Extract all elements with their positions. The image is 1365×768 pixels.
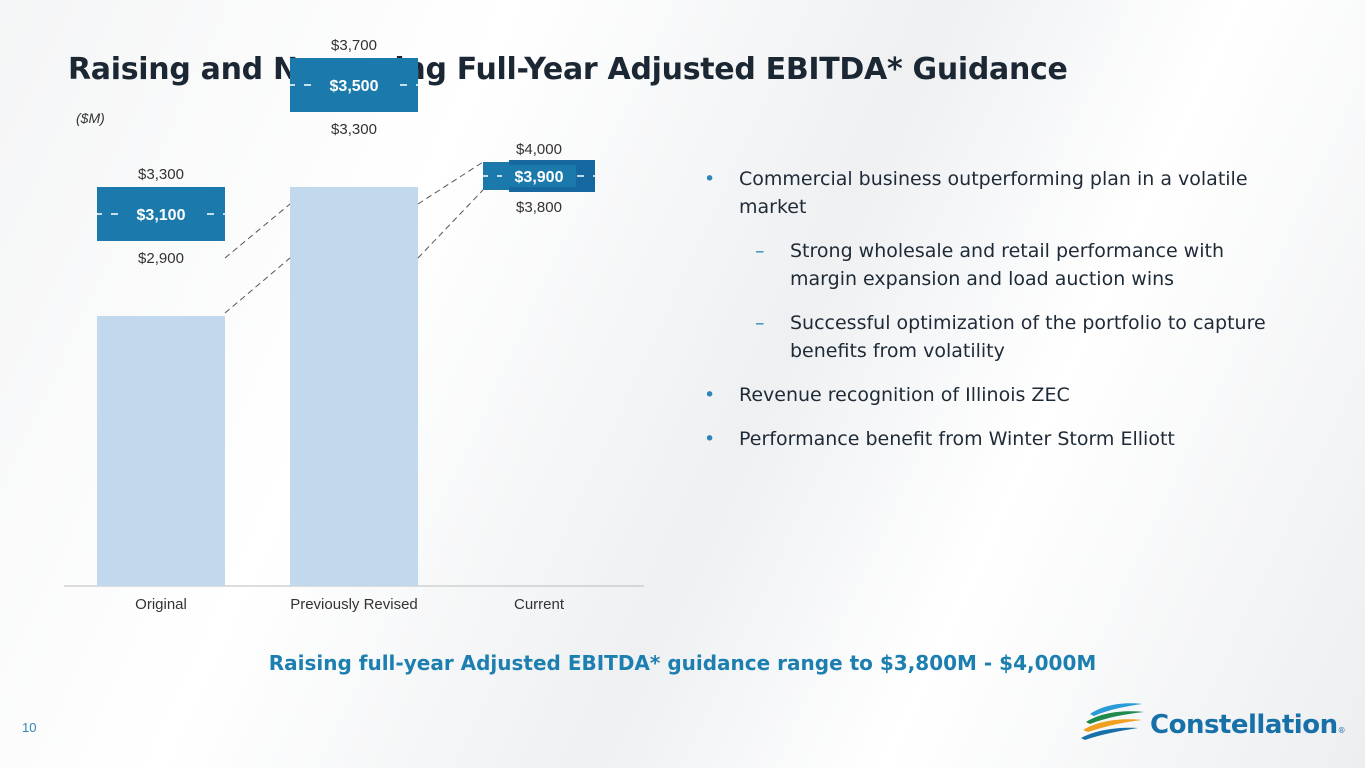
logo-wordmark: Constellation® (1150, 710, 1346, 740)
midpoint-label: $3,900 (515, 169, 564, 186)
unit-label: ($M) (76, 110, 105, 126)
bullet-item: – Strong wholesale and retail performance… (755, 237, 1284, 293)
bullet-text: Strong wholesale and retail performance … (790, 240, 1224, 290)
category-label: Current (514, 596, 565, 613)
bullet-item: – Successful optimization of the portfoli… (755, 309, 1284, 365)
connector-line (224, 257, 291, 314)
guidance-chart: $3,100 $3,300 $2,900 Original $3,500 $3,700 $3… (64, 37, 644, 613)
constellation-logo-icon (1081, 703, 1144, 740)
logo-name: Constellation (1150, 710, 1338, 740)
bullet-marker: • (704, 384, 716, 406)
high-label: $4,000 (516, 141, 562, 158)
midpoint-label: $3,500 (330, 78, 379, 95)
low-label: $2,900 (138, 250, 184, 267)
bar-base (290, 187, 418, 586)
midpoint-label-bg (317, 74, 391, 96)
category-label: Previously Revised (290, 596, 418, 613)
bullet-marker: – (755, 312, 765, 334)
bullet-text: Revenue recognition of Illinois ZEC (739, 384, 1070, 406)
bullet-text: Successful optimization of the portfolio… (790, 312, 1266, 362)
bullet-item: • Commercial business outperforming plan … (704, 165, 1284, 221)
high-label: $3,700 (331, 37, 377, 54)
bullet-text: Performance benefit from Winter Storm El… (739, 428, 1175, 450)
bullet-marker: • (704, 428, 716, 450)
high-label: $3,300 (138, 166, 184, 183)
connector-line (224, 203, 291, 259)
low-label: $3,300 (331, 121, 377, 138)
low-label: $3,800 (516, 199, 562, 216)
bullet-list: • Commercial business outperforming plan … (704, 165, 1284, 469)
bullet-marker: • (704, 168, 716, 190)
connector-line (417, 161, 484, 205)
midpoint-label: $3,100 (137, 207, 186, 224)
connector-line (417, 189, 484, 259)
guidance-callout: Raising full-year Adjusted EBITDA* guida… (268, 651, 1097, 675)
midpoint-label-bg (124, 203, 198, 225)
bullet-marker: – (755, 240, 765, 262)
category-label: Original (135, 596, 187, 613)
bar-base (97, 316, 225, 586)
midpoint-label-bg (502, 165, 576, 187)
page-number: 10 (22, 720, 37, 735)
bullet-item: • Performance benefit from Winter Storm E… (704, 425, 1284, 453)
bullet-text: Commercial business outperforming plan i… (739, 168, 1248, 218)
bullet-item: • Revenue recognition of Illinois ZEC (704, 381, 1284, 409)
slide-title: Raising and Narrowing Full-Year Adjusted… (68, 52, 1068, 87)
